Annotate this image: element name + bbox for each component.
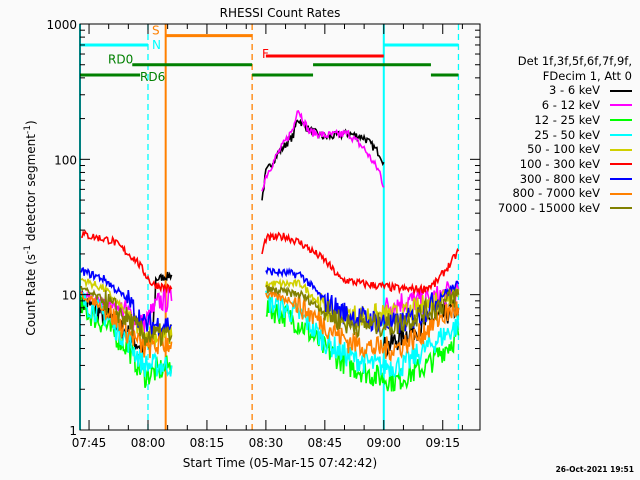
series-line-8-seg-1 <box>265 284 460 339</box>
legend-swatch <box>610 133 632 136</box>
series-line-1-seg-1 <box>261 110 385 192</box>
x-tick-label: 07:45 <box>72 436 107 450</box>
y-tick-label: 1000 <box>46 18 77 32</box>
legend-swatch <box>610 177 632 180</box>
series-line-5-seg-1 <box>261 231 460 296</box>
legend-swatch <box>610 192 632 195</box>
legend-item: 12 - 25 keV <box>484 113 632 128</box>
series-line-8-seg-0 <box>80 285 173 348</box>
legend-item: 300 - 800 keV <box>484 172 632 187</box>
x-tick-label: 08:45 <box>308 436 343 450</box>
plot-frame <box>79 23 481 431</box>
legend-item: 50 - 100 keV <box>484 142 632 157</box>
x-tick-label: 08:30 <box>249 436 284 450</box>
legend-item: 25 - 50 keV <box>484 128 632 143</box>
legend-swatch <box>610 163 632 166</box>
legend-label: 800 - 7000 keV <box>512 186 600 201</box>
legend-swatch <box>610 119 632 122</box>
legend-label: 50 - 100 keV <box>527 142 600 157</box>
plot-area: NS F RD0 RD6 <box>79 24 460 430</box>
x-tick-label: 08:00 <box>131 436 166 450</box>
series-line-7-seg-1 <box>265 289 460 362</box>
annotation-label-rd0: RD0 <box>108 53 133 67</box>
annotation-label-rd6: RD6 <box>140 70 165 84</box>
legend-label: 100 - 300 keV <box>519 156 600 171</box>
legend-item: 7000 - 15000 keV <box>484 201 632 216</box>
legend-item: 6 - 12 keV <box>484 98 632 113</box>
legend-swatch <box>610 104 632 107</box>
legend-swatch <box>610 148 632 151</box>
x-axis-label: Start Time (05-Mar-15 07:42:42) <box>183 456 377 470</box>
legend-label: 6 - 12 keV <box>541 98 600 113</box>
legend-item: 3 - 6 keV <box>484 83 632 98</box>
legend-label: 300 - 800 keV <box>519 171 600 186</box>
series-line-3-seg-1 <box>265 290 460 379</box>
annotation-label-n: N <box>152 38 161 52</box>
series-line-2-seg-1 <box>265 297 460 392</box>
x-tick-label: 09:15 <box>425 436 460 450</box>
legend-header-1: Det 1f,3f,5f,6f,7f,9f, <box>517 54 632 68</box>
x-tick-label: 08:15 <box>190 436 225 450</box>
legend: Det 1f,3f,5f,6f,7f,9f, FDecim 1, Att 0 3… <box>484 54 632 216</box>
annotation-label-s: S <box>152 24 160 38</box>
series-line-5-seg-0 <box>81 229 173 294</box>
legend-item: 100 - 300 keV <box>484 157 632 172</box>
y-tick-label: 10 <box>62 289 77 303</box>
legend-label: 12 - 25 keV <box>534 112 600 127</box>
legend-label: 3 - 6 keV <box>549 83 600 98</box>
annotation-label-f: F <box>262 47 269 61</box>
legend-label: 7000 - 15000 keV <box>497 201 600 216</box>
x-tick-label: 09:00 <box>366 436 401 450</box>
timestamp: 26-Oct-2021 19:51 <box>555 465 634 474</box>
legend-swatch <box>610 207 632 210</box>
series-line-0-seg-1 <box>261 118 385 201</box>
legend-swatch <box>610 89 632 92</box>
chart-title: RHESSI Count Rates <box>220 6 341 20</box>
legend-header-2: FDecim 1, Att 0 <box>542 68 632 83</box>
axes: 1 10 100 1000 07:45 08:00 08:15 08:30 08:45 09:00… <box>46 18 481 450</box>
y-tick-label: 100 <box>54 153 77 167</box>
legend-label: 25 - 50 keV <box>534 127 600 142</box>
y-tick-label: 1 <box>69 424 77 438</box>
y-axis-label: Count Rate (s-1 detector segment-1) <box>23 120 38 335</box>
series-line-7-seg-0 <box>80 291 173 359</box>
series-line-6-seg-0 <box>80 267 173 338</box>
legend-item: 800 - 7000 keV <box>484 186 632 201</box>
